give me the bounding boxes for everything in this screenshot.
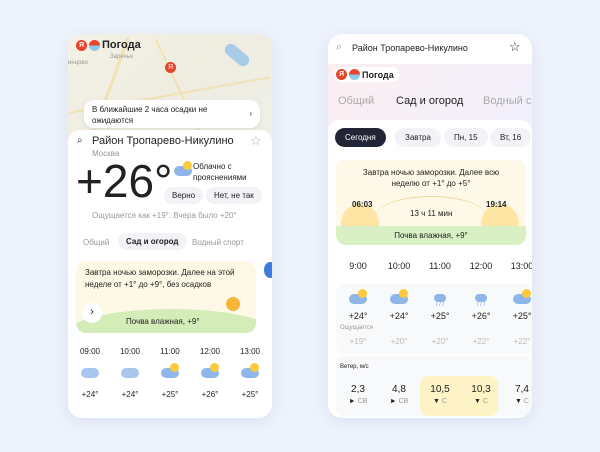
hour-temp: +25° [241, 390, 259, 399]
wind-arrow-icon: ▼ [515, 398, 522, 405]
condition: Облачно с прояснениями [193, 162, 247, 182]
partly-cloudy-icon [340, 289, 376, 304]
map-pin-icon: Я [165, 62, 176, 73]
hour-temp: +26° [201, 390, 219, 399]
hour-temp: +25° [161, 390, 179, 399]
current-temp: +26° [76, 155, 173, 207]
tab-garden[interactable]: Сад и огород [396, 95, 464, 107]
hour-temp: +24° [348, 311, 368, 321]
hour-time: 11:00 [429, 261, 451, 271]
cloudy-icon [112, 368, 148, 378]
hour-feels: +22° [513, 337, 531, 346]
wind-direction: ► СВ [389, 398, 409, 405]
hour-wind: 10,5 [430, 384, 450, 395]
hour-feels: +20° [431, 337, 449, 346]
hour-temp: +24° [81, 390, 99, 399]
garden-card: Завтра ночью заморозки. Далее всю неделю… [336, 160, 526, 245]
day-mon[interactable]: Пн, 15 [444, 128, 488, 147]
wind-label: Ветер, м/с [340, 364, 369, 370]
wind-direction: ▼ С [433, 398, 447, 405]
day-today[interactable]: Сегодня [335, 128, 386, 147]
logo: Я Погода [76, 39, 141, 51]
hour-time: 13:00 [510, 261, 532, 271]
hour-temp: +25° [430, 311, 450, 321]
feels-label: Ощущается [340, 325, 374, 331]
nowcast-banner[interactable]: В ближайшие 2 часа осадки не ожидаются › [84, 100, 260, 128]
rain-icon: / / / [463, 294, 499, 308]
feedback-no-button[interactable]: Нет, не так [206, 187, 262, 204]
partly-cloudy-icon [152, 363, 188, 378]
chevron-right-icon: › [249, 109, 252, 118]
hour-wind: 2,3 [351, 384, 365, 395]
sunrise: 06:03 [352, 200, 373, 209]
location-title: Район Тропарево-Никулино [92, 135, 234, 147]
hour-time: 12:00 [199, 347, 221, 356]
tab-general[interactable]: Общий [338, 95, 375, 107]
feedback-yes-button[interactable]: Верно [164, 187, 204, 204]
tab-general[interactable]: Общий [83, 238, 110, 247]
hour-time: 09:00 [79, 347, 101, 356]
map-label: Заречье [110, 54, 134, 60]
day-tomorrow[interactable]: Завтра [395, 128, 441, 147]
sunflower-icon [226, 297, 240, 311]
garden-card[interactable]: Завтра ночью заморозки. Далее на этой не… [76, 261, 256, 333]
tab-water-sport[interactable]: Водный спорт [192, 238, 244, 247]
tab-garden[interactable]: Сад и огород [118, 233, 187, 250]
hour-feels: +22° [472, 337, 490, 346]
hour-feels: +19° [349, 337, 367, 346]
tab-water-sport[interactable]: Водный с [483, 95, 532, 107]
map-label: инцово [68, 60, 88, 66]
wind-arrow-icon: ▼ [474, 398, 481, 405]
hour-time: 9:00 [349, 261, 367, 271]
hour-time: 10:00 [119, 347, 141, 356]
hour-temp: +25° [512, 311, 532, 321]
wind-direction: ▼ С [474, 398, 488, 405]
star-icon[interactable]: ☆ [509, 39, 521, 54]
soil-info: Почва влажная, +9° [336, 226, 526, 245]
hour-wind: 4,8 [392, 384, 406, 395]
partly-cloudy-icon [174, 161, 192, 176]
wind-arrow-icon: ► [389, 398, 397, 405]
partly-cloudy-icon [192, 363, 228, 378]
search-icon[interactable]: ⌕ [77, 135, 83, 146]
chevron-right-button[interactable]: › [82, 303, 102, 323]
hour-temp: +24° [389, 311, 409, 321]
hour-temp: +24° [121, 390, 139, 399]
city: Москва [92, 149, 120, 158]
rain-icon: / / / [422, 294, 458, 308]
cloudy-icon [72, 368, 108, 378]
search-icon[interactable]: ⌕ [336, 41, 343, 53]
hour-time: 12:00 [469, 261, 493, 271]
logo: Я Погода [334, 67, 400, 82]
soil-info: Почва влажная, +9° [126, 317, 200, 326]
day-tue[interactable]: Вт, 16 [490, 128, 532, 147]
wind-direction: ▼ С [515, 398, 529, 405]
partly-cloudy-icon [504, 289, 532, 304]
left-phone: Заречье инцово Я Я Погода В ближайшие 2 ч… [68, 34, 272, 418]
star-icon[interactable]: ☆ [250, 133, 262, 148]
partly-cloudy-icon [232, 363, 268, 378]
sunset: 19:14 [486, 200, 507, 209]
daylight: 13 ч 11 мин [410, 209, 453, 218]
hour-time: 11:00 [160, 347, 180, 356]
wind-direction: ► СВ [348, 398, 368, 405]
hour-wind: 7,4 [515, 384, 529, 395]
hour-feels: +20° [390, 337, 408, 346]
feels-like: Ощущается как +19°. Вчера было +20° [92, 211, 237, 220]
hour-wind: 10,3 [471, 384, 491, 395]
garden-text: Завтра ночью заморозки. Далее на этой не… [85, 268, 235, 289]
garden-text: Завтра ночью заморозки. Далее всю неделю… [362, 168, 500, 188]
wind-arrow-icon: ▼ [433, 398, 440, 405]
hour-time: 10:00 [387, 261, 411, 271]
right-phone: ⌕ Район Тропарево-Никулино ☆ Я Погода Общ… [328, 34, 532, 418]
wind-arrow-icon: ► [348, 398, 356, 405]
search-input[interactable]: Район Тропарево-Никулино [352, 43, 468, 53]
partly-cloudy-icon [381, 289, 417, 304]
hour-temp: +26° [471, 311, 491, 321]
hour-time: 13:00 [239, 347, 261, 356]
